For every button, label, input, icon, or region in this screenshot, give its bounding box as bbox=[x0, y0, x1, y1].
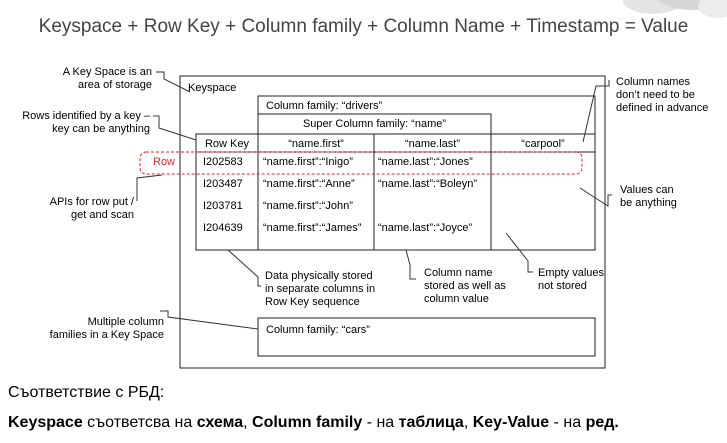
annotation-line: Column names bbox=[616, 76, 690, 88]
annotation-apis: APIs for row put / get and scan bbox=[10, 196, 134, 222]
annotation-line: be anything bbox=[620, 197, 677, 209]
cell-last: “name.last”:“Boleyn” bbox=[378, 178, 478, 190]
annotation-multiple-cf: Multiple column families in a Key Space bbox=[10, 316, 164, 342]
footer-keyword: Column family bbox=[252, 414, 363, 431]
annotation-line: Multiple column bbox=[87, 316, 164, 328]
keyspace-box bbox=[179, 75, 606, 369]
annotation-empty-values: Empty values not stored bbox=[538, 267, 604, 293]
footer-keyword: схема bbox=[196, 414, 244, 431]
cell-first: “name.first”:“Inigo” bbox=[263, 156, 353, 168]
cell-first: “name.first”:“Anne” bbox=[263, 178, 355, 190]
cell-last: “name.last”:“Jones” bbox=[378, 156, 473, 168]
cf-cars-box bbox=[257, 317, 596, 357]
annotation-column-names: Column names don’t need to be defined in… bbox=[616, 76, 708, 115]
header-carpool: “carpool” bbox=[521, 138, 565, 150]
footer-text: , bbox=[243, 414, 253, 431]
annotation-line: get and scan bbox=[71, 209, 134, 221]
cf-cars-label: Column family: “cars” bbox=[266, 324, 370, 336]
annotation-data-stored: Data physically stored in separate colum… bbox=[265, 270, 375, 309]
footer-keyword: Key-Value bbox=[472, 414, 550, 431]
annotation-values: Values can be anything bbox=[620, 184, 677, 210]
footer-keyword: таблица bbox=[398, 414, 464, 431]
row-key: I204639 bbox=[203, 222, 243, 234]
table-box bbox=[195, 133, 596, 251]
row-marker: Row bbox=[153, 156, 176, 168]
annotation-line: Rows identified by a key – bbox=[22, 110, 150, 122]
row-key: I203781 bbox=[203, 200, 243, 212]
keyspace-label: Keyspace bbox=[188, 82, 237, 94]
row-key: I203487 bbox=[203, 178, 243, 190]
annotation-column-name-stored: Column name stored as well as column val… bbox=[424, 267, 506, 306]
annotation-line: Values can bbox=[620, 184, 674, 196]
footer-text: - на bbox=[362, 414, 399, 431]
annotation-line: families in a Key Space bbox=[49, 329, 164, 341]
super-cf-label: Super Column family: “name” bbox=[302, 118, 447, 130]
footer-keyword: ред. bbox=[585, 414, 619, 431]
header-name-last: “name.last” bbox=[404, 138, 461, 150]
annotation-line: Row Key sequence bbox=[265, 296, 360, 308]
annotation-line: Empty values bbox=[538, 267, 605, 279]
footer-text: , bbox=[463, 414, 473, 431]
footer-keyword: Keyspace bbox=[8, 414, 83, 431]
annotation-line: APIs for row put / bbox=[49, 196, 134, 208]
annotation-line: A Key Space is an bbox=[62, 66, 152, 78]
footer-text: съответсва на bbox=[82, 414, 197, 431]
annotation-line: Column name bbox=[424, 267, 493, 279]
annotation-line: area of storage bbox=[78, 79, 152, 91]
annotation-line: key can be anything bbox=[52, 123, 150, 135]
cell-first: “name.first”:“John” bbox=[263, 200, 353, 212]
cf-drivers-label: Column family: “drivers” bbox=[266, 100, 383, 112]
footer-mapping: Keyspace съответсва на схема, Column fam… bbox=[8, 414, 619, 432]
annotation-line: in separate columns in bbox=[265, 283, 376, 295]
header-row-key: Row Key bbox=[204, 138, 250, 150]
annotation-line: not stored bbox=[538, 280, 587, 292]
row-key: I202583 bbox=[203, 156, 243, 168]
annotation-line: stored as well as bbox=[424, 280, 506, 292]
footer-text: - на bbox=[549, 414, 586, 431]
decorative-cloud bbox=[623, 0, 727, 18]
annotation-line: don’t need to be bbox=[616, 89, 695, 101]
footer-heading: Съответствие с РБД: bbox=[8, 384, 165, 401]
page-title: Keyspace + Row Key + Column family + Col… bbox=[38, 16, 689, 37]
annotation-line: column value bbox=[424, 293, 489, 305]
cell-last: “name.last”:“Joyce” bbox=[378, 222, 473, 234]
header-name-first: “name.first” bbox=[288, 138, 344, 150]
annotation-rows-key: Rows identified by a key – key can be an… bbox=[0, 110, 150, 136]
annotation-line: defined in advance bbox=[616, 102, 709, 114]
annotation-line: Data physically stored bbox=[265, 270, 373, 282]
cell-first: “name.first”:“James” bbox=[263, 222, 362, 234]
annotation-key-space: A Key Space is an area of storage bbox=[10, 66, 152, 92]
row-highlight bbox=[139, 151, 583, 175]
